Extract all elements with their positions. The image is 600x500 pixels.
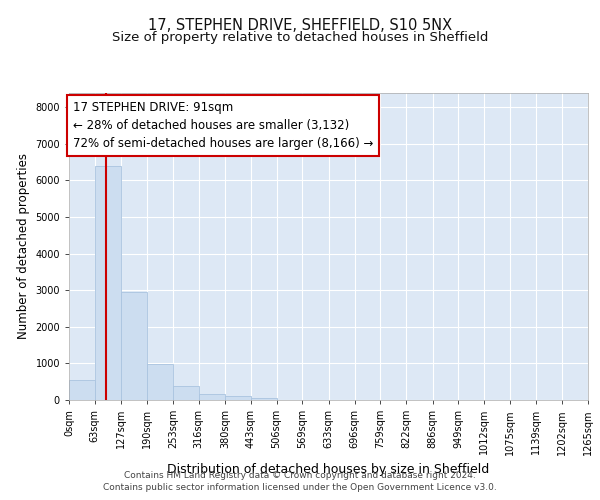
- Text: Size of property relative to detached houses in Sheffield: Size of property relative to detached ho…: [112, 31, 488, 44]
- Bar: [225, 396, 251, 400]
- Bar: [147, 364, 173, 400]
- Text: 17, STEPHEN DRIVE, SHEFFIELD, S10 5NX: 17, STEPHEN DRIVE, SHEFFIELD, S10 5NX: [148, 18, 452, 32]
- Bar: [121, 292, 147, 400]
- Bar: [173, 386, 199, 400]
- Bar: [199, 394, 225, 400]
- Text: Contains HM Land Registry data © Crown copyright and database right 2024.
Contai: Contains HM Land Registry data © Crown c…: [103, 471, 497, 492]
- Bar: [95, 166, 121, 400]
- Y-axis label: Number of detached properties: Number of detached properties: [17, 153, 30, 339]
- Bar: [69, 380, 95, 400]
- Text: 17 STEPHEN DRIVE: 91sqm
← 28% of detached houses are smaller (3,132)
72% of semi: 17 STEPHEN DRIVE: 91sqm ← 28% of detache…: [73, 101, 373, 150]
- X-axis label: Distribution of detached houses by size in Sheffield: Distribution of detached houses by size …: [167, 463, 490, 476]
- Bar: [251, 398, 277, 400]
